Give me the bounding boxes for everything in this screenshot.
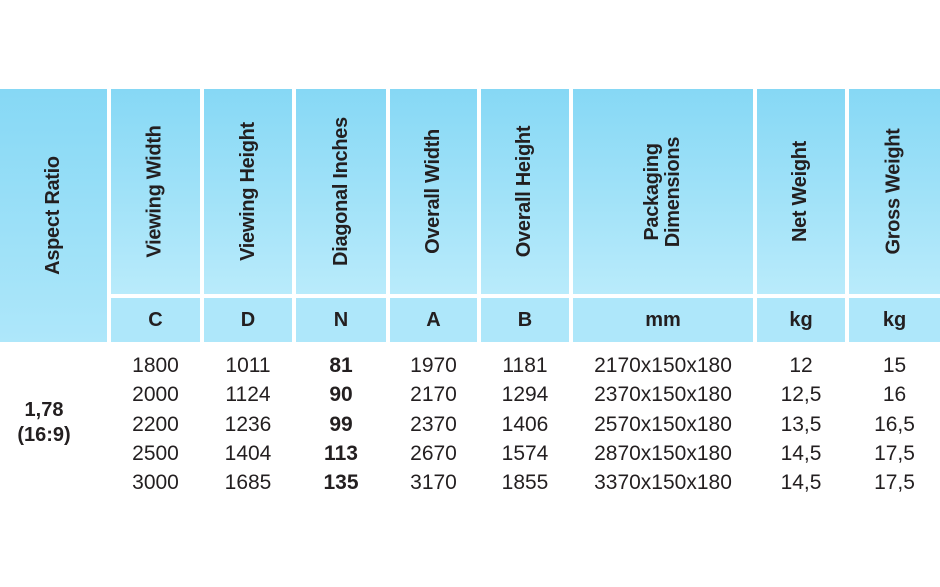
table-cell: 2370	[410, 412, 457, 436]
table-cell: 16,5	[874, 412, 915, 436]
header-aspect-ratio: Aspect Ratio	[0, 89, 107, 342]
unit-viewing-width: C	[111, 298, 200, 342]
table-cell: 1404	[224, 441, 272, 465]
header-overall-height-label: Overall Height	[513, 125, 536, 258]
column-overall-width: 1970 2170 2370 2670 3170	[390, 351, 477, 497]
header-packaging-dimensions: Packaging Dimensions	[573, 89, 753, 294]
table-cell: 13,5	[780, 412, 822, 436]
table-cell: 2000	[132, 383, 179, 407]
unit-viewing-height: D	[204, 298, 292, 342]
table-cell: 2570x150x180	[594, 412, 732, 436]
table-cell: 15	[882, 354, 907, 377]
table-cell: 17,5	[874, 471, 915, 495]
table-cell: 14,5	[780, 471, 822, 495]
aspect-ratio-decimal: 1,78	[24, 399, 64, 421]
unit-packaging: mm	[573, 298, 753, 342]
table-cell: 81	[329, 354, 353, 377]
header-aspect-ratio-label: Aspect Ratio	[42, 156, 64, 275]
column-viewing-height: 1011 1124 1236 1404 1685	[204, 351, 292, 497]
unit-gross-weight: kg	[849, 298, 940, 342]
table-cell: 2200	[132, 412, 179, 436]
table-cell: 2370x150x180	[594, 383, 732, 407]
table-cell: 2670	[410, 441, 457, 465]
header-diagonal-inches: Diagonal Inches	[296, 89, 386, 294]
table-cell: 2170	[410, 383, 457, 407]
column-net-weight: 12 12,5 13,5 14,5 14,5	[757, 351, 845, 497]
column-overall-height: 1181 1294 1406 1574 1855	[481, 351, 569, 497]
column-viewing-width: 1800 2000 2200 2500 3000	[111, 351, 200, 497]
header-viewing-width-label: Viewing Width	[144, 125, 166, 258]
header-packaging-line1: Packaging	[641, 142, 663, 241]
column-packaging: 2170x150x180 2370x150x180 2570x150x180 2…	[573, 351, 753, 497]
unit-net-weight: kg	[757, 298, 845, 342]
table-cell: 1011	[225, 354, 271, 377]
table-cell: 1855	[501, 471, 549, 495]
header-diagonal-inches-label: Diagonal Inches	[329, 117, 352, 266]
header-gross-weight: Gross Weight	[849, 89, 940, 294]
header-gross-weight-label: Gross Weight	[883, 128, 905, 255]
table-cell: 1406	[501, 412, 549, 436]
table-cell: 2870x150x180	[594, 441, 732, 465]
table-cell: 3370x150x180	[594, 471, 732, 495]
header-net-weight: Net Weight	[757, 89, 845, 294]
aspect-ratio-value: 1,78 (16:9)	[0, 398, 88, 448]
header-overall-width: Overall Width	[390, 89, 477, 294]
unit-overall-width: A	[390, 298, 477, 342]
table-cell: 1970	[410, 354, 457, 377]
column-gross-weight: 15 16 16,5 17,5 17,5	[849, 351, 940, 497]
table-cell: 1800	[132, 354, 179, 377]
header-packaging-line2: Dimensions	[662, 136, 684, 247]
table-cell: 1294	[501, 383, 549, 407]
table-cell: 1685	[224, 471, 272, 495]
header-packaging-dimensions-label: Packaging Dimensions	[641, 136, 684, 247]
column-diagonal-inches: 81 90 99 113 135	[296, 351, 386, 497]
header-viewing-width: Viewing Width	[111, 89, 200, 294]
header-viewing-height-label: Viewing Height	[236, 122, 259, 261]
header-net-weight-label: Net Weight	[789, 140, 812, 243]
table-cell: 2500	[132, 441, 179, 465]
header-overall-width-label: Overall Width	[422, 129, 444, 254]
table-cell: 1236	[224, 412, 272, 436]
table-cell: 90	[329, 383, 353, 407]
table-cell: 12	[789, 354, 813, 377]
table-cell: 17,5	[874, 441, 915, 465]
table-cell: 2170x150x180	[594, 354, 732, 377]
table-cell: 99	[329, 412, 353, 436]
header-viewing-height: Viewing Height	[204, 89, 292, 294]
table-cell: 113	[324, 441, 358, 465]
table-cell: 14,5	[780, 441, 822, 465]
header-overall-height: Overall Height	[481, 89, 569, 294]
table-cell: 1124	[225, 383, 271, 407]
table-cell: 3000	[132, 471, 179, 495]
table-cell: 16	[882, 383, 907, 407]
table-cell: 12,5	[780, 383, 822, 407]
table-cell: 1181	[502, 354, 548, 377]
aspect-ratio-fraction: (16:9)	[17, 424, 71, 446]
table-cell: 3170	[410, 471, 457, 495]
unit-diagonal-inches: N	[296, 298, 386, 342]
table-cell: 135	[323, 471, 359, 495]
table-cell: 1574	[501, 441, 549, 465]
unit-overall-height: B	[481, 298, 569, 342]
